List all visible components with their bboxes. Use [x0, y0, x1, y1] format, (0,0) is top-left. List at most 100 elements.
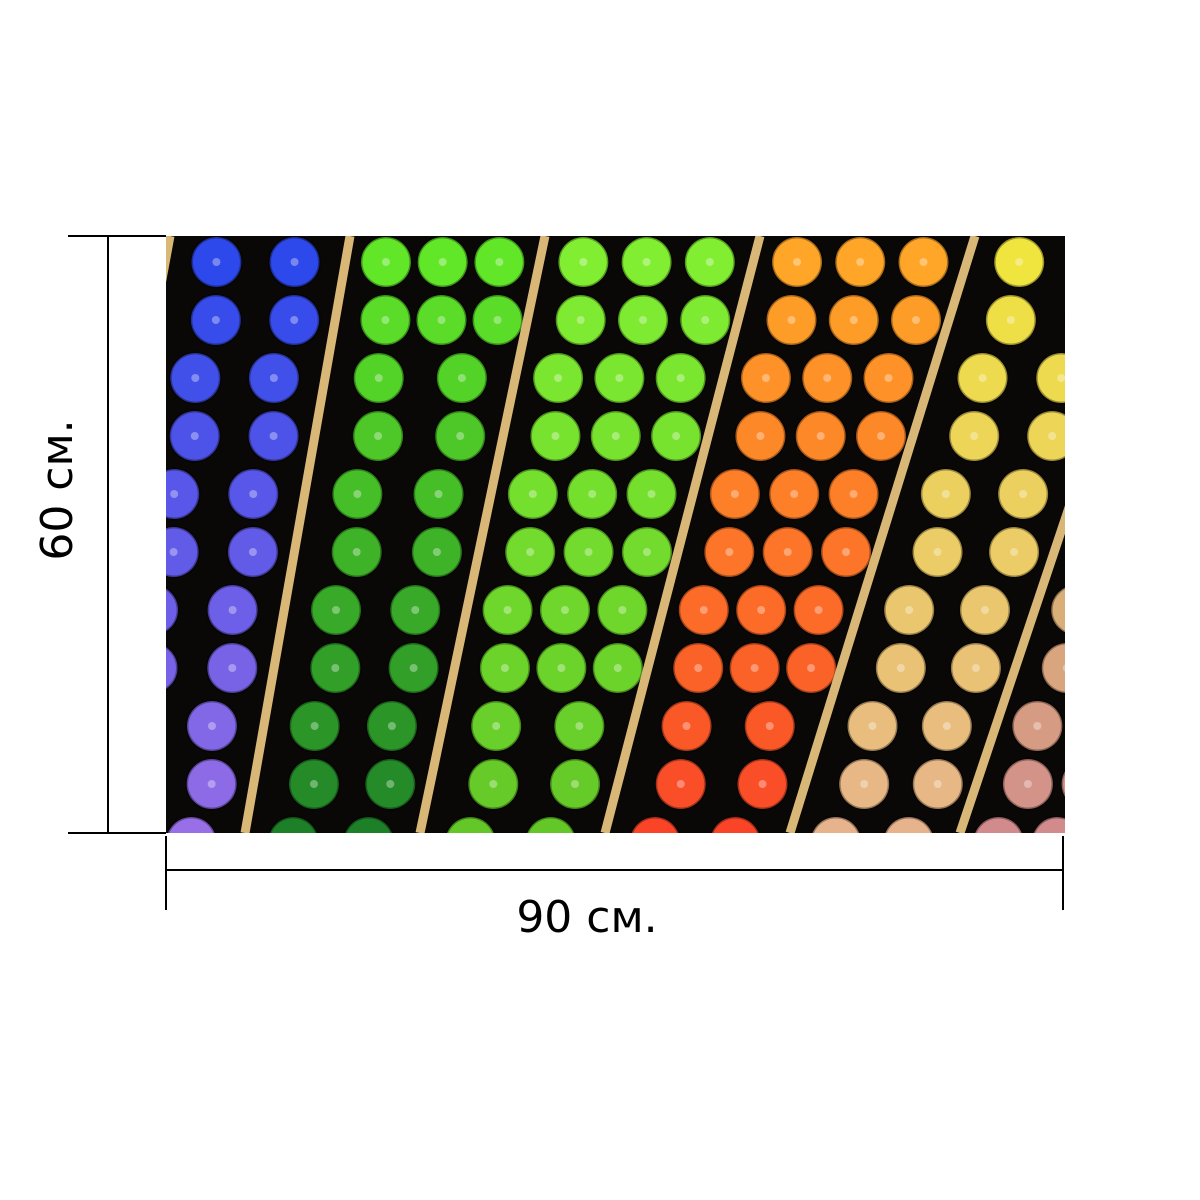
paint-can [288, 699, 342, 753]
paint-can [984, 293, 1038, 347]
paint-can [412, 467, 466, 521]
paint-can [1032, 815, 1065, 833]
paint-can [469, 699, 523, 753]
can-nozzle [611, 432, 620, 440]
paint-can [1049, 585, 1065, 635]
paint-can [827, 293, 881, 347]
paint-can [531, 351, 585, 405]
can-nozzle [554, 374, 563, 382]
paint-can [739, 351, 793, 405]
can-nozzle [884, 374, 893, 382]
paint-can [552, 699, 606, 753]
can-nozzle [211, 316, 220, 324]
paint-can [548, 757, 602, 811]
paint-can [1010, 699, 1064, 753]
paint-can [660, 699, 714, 753]
paint-can [620, 236, 674, 289]
paint-can [268, 236, 322, 289]
paint-can [445, 815, 496, 833]
paint-can [433, 409, 487, 463]
can-nozzle [584, 548, 593, 556]
can-nozzle [672, 432, 681, 440]
can-nozzle [381, 316, 390, 324]
paint-can [556, 236, 610, 289]
can-nozzle [725, 548, 734, 556]
can-nozzle [374, 374, 383, 382]
paint-can [528, 409, 582, 463]
can-nozzle [352, 548, 361, 556]
can-nozzle [750, 664, 759, 672]
paint-can [883, 815, 934, 833]
can-nozzle [457, 374, 466, 382]
paint-can [185, 699, 239, 753]
paint-can [874, 641, 928, 695]
can-nozzle [560, 606, 569, 614]
paint-can [911, 757, 965, 811]
paint-can [351, 409, 405, 463]
paint-can [800, 351, 854, 405]
can-nozzle [1015, 258, 1024, 266]
can-nozzle [765, 722, 774, 730]
can-nozzle [618, 606, 627, 614]
paint-can [767, 467, 821, 521]
paint-can [949, 641, 1003, 695]
paint-can [343, 815, 394, 833]
can-nozzle [386, 780, 395, 788]
can-nozzle [331, 664, 340, 672]
paint-can [247, 351, 301, 405]
paint-can [166, 815, 217, 833]
can-nozzle [207, 780, 216, 788]
can-nozzle [823, 374, 832, 382]
paint-can [330, 467, 384, 521]
can-nozzle [816, 432, 825, 440]
paint-can [854, 409, 908, 463]
paint-can [710, 815, 761, 833]
paint-can [189, 293, 243, 347]
can-nozzle [588, 490, 597, 498]
paint-can [166, 525, 201, 579]
can-nozzle [249, 490, 258, 498]
can-nozzle [353, 490, 362, 498]
paint-can [677, 583, 731, 637]
can-nozzle [438, 258, 447, 266]
paint-can [226, 467, 280, 521]
can-nozzle [1019, 490, 1028, 498]
paint-can [287, 757, 341, 811]
paint-can [363, 757, 417, 811]
paint-can [743, 699, 797, 753]
paint-can [654, 351, 708, 405]
paint-can [562, 525, 616, 579]
can-nozzle [849, 490, 858, 498]
paint-can [206, 583, 260, 637]
can-nozzle [409, 664, 418, 672]
can-nozzle [309, 780, 318, 788]
can-nozzle [699, 606, 708, 614]
can-nozzle [437, 316, 446, 324]
can-nozzle [807, 664, 816, 672]
paint-can [435, 351, 489, 405]
can-nozzle [868, 722, 877, 730]
can-nozzle [495, 258, 504, 266]
can-nozzle [1023, 780, 1032, 788]
can-nozzle [500, 664, 509, 672]
can-nozzle [207, 722, 216, 730]
can-nozzle [503, 606, 512, 614]
paint-can [733, 409, 787, 463]
paint-can [761, 525, 815, 579]
paint-can [992, 236, 1046, 289]
paint-can [702, 525, 756, 579]
can-nozzle [579, 258, 588, 266]
can-nozzle [761, 374, 770, 382]
paint-can [734, 583, 788, 637]
shelf [415, 236, 550, 833]
paint-can [591, 641, 645, 695]
shelf [785, 236, 980, 833]
paint-can [897, 236, 950, 289]
can-nozzle [1006, 316, 1015, 324]
paint-can [889, 293, 943, 347]
can-nozzle [411, 606, 420, 614]
paint-can [654, 757, 708, 811]
paint-can [911, 525, 965, 579]
can-nozzle [576, 316, 585, 324]
paint-can [819, 525, 873, 579]
